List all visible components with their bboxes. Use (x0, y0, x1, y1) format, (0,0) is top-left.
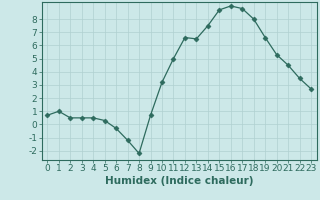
X-axis label: Humidex (Indice chaleur): Humidex (Indice chaleur) (105, 176, 253, 186)
